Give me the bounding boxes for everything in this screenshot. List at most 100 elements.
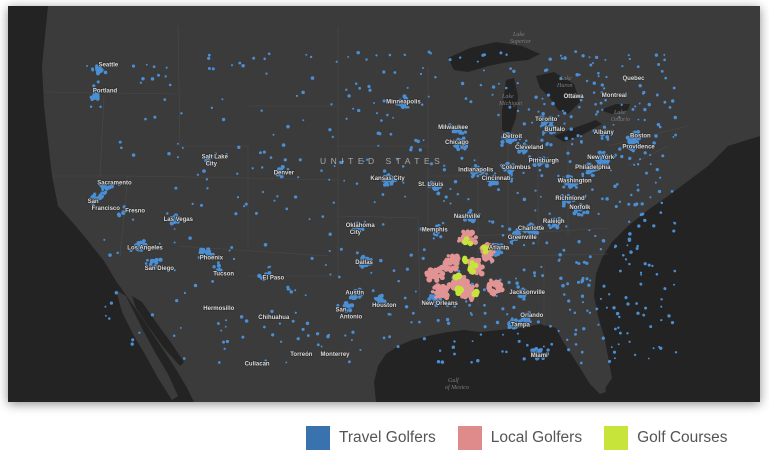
travel-dot [540,265,543,268]
travel-dot [560,193,565,199]
travel-dot [490,176,495,181]
city-label: Seattle [99,63,119,69]
travel-dot [637,224,641,228]
travel-dot [481,53,485,57]
travel-dot [422,248,426,252]
travel-dot [652,141,656,145]
travel-dot [592,62,594,64]
travel-dot [109,301,114,305]
travel-dot [586,309,589,312]
travel-dot [158,242,161,245]
local-dot [487,288,492,293]
local-dot [443,266,449,272]
travel-dot [301,327,305,331]
travel-dot [674,133,677,137]
city-label: Boston [630,134,651,140]
travel-dot [236,196,240,199]
travel-dot [460,131,465,135]
local-dot [474,283,479,288]
travel-dot [623,145,627,148]
city-label: Fresno [125,209,145,215]
travel-dot [95,94,99,98]
travel-dot [504,86,508,90]
travel-dot [515,281,519,285]
travel-dot [540,224,542,227]
travel-dot [434,186,439,191]
travel-dot [639,282,643,286]
travel-dot [517,320,522,324]
travel-dot [207,53,211,57]
legend-item-golf-courses[interactable]: Golf Courses [604,426,728,450]
travel-dot [633,133,637,137]
travel-dot [174,186,178,190]
travel-dot [566,151,570,155]
travel-dot [98,65,102,69]
travel-dot [576,212,581,217]
travel-dot [96,71,100,76]
travel-dot [156,73,161,77]
travel-dot [360,265,364,269]
golfer-map[interactable]: UNITED STATES Lake Superior Lake Huron Lake M… [8,6,760,402]
travel-dot [624,296,628,300]
travel-dot [558,258,561,261]
travel-dot [447,123,453,128]
travel-dot [524,318,527,322]
travel-dot [176,142,179,145]
water-label: Lake Huron [556,76,572,89]
travel-dot [443,164,446,167]
travel-dot [96,195,100,199]
golf-course-dots [452,236,492,298]
golf-course-dot [467,240,474,247]
travel-dot [403,296,407,300]
travel-dot [306,334,310,337]
map-frame[interactable]: UNITED STATES Lake Superior Lake Huron Lake M… [8,6,760,402]
travel-dot [129,248,133,252]
travel-dot [592,81,596,85]
legend-item-local-golfers[interactable]: Local Golfers [457,426,582,450]
travel-dot [469,208,473,213]
travel-dot [376,303,380,307]
travel-dot [600,90,604,94]
city-label: Culiacan [245,362,270,368]
travel-dot [454,139,460,144]
travel-dot [276,195,279,198]
legend-item-travel-golfers[interactable]: Travel Golfers [306,426,436,450]
travel-dot [599,154,603,158]
travel-dot [490,182,494,186]
city-label: Kansas City [370,176,405,182]
travel-dot [654,181,657,184]
florida-peninsula [556,324,606,394]
travel-dot [668,106,672,109]
travel-dot [308,218,311,221]
travel-dot [535,289,538,292]
travel-dot [345,88,348,91]
travel-dot [510,324,513,327]
travel-dot [402,181,405,184]
travel-dot [569,185,573,188]
travel-dot [294,289,297,292]
travel-dot [516,332,519,335]
travel-dot [538,162,541,166]
city-label: St. Louis [418,182,444,188]
travel-dot [501,350,504,353]
travel-dot [559,276,563,281]
travel-dot [211,67,215,71]
travel-dot [379,258,383,263]
travel-dot [534,209,537,212]
travel-dot [548,57,552,61]
travel-dot [463,130,468,134]
travel-dot [228,249,231,252]
travel-dot [320,345,323,348]
legend: Travel Golfers Local Golfers Golf Course… [306,424,750,452]
travel-dot [460,156,464,160]
travel-dot [406,86,409,89]
travel-dot [663,53,666,56]
travel-dot [436,318,440,322]
travel-dot [527,108,531,111]
travel-dot [613,357,616,360]
travel-dot [217,361,221,364]
travel-dot [168,83,172,87]
travel-dot [208,160,213,165]
travel-dot [347,94,351,98]
local-dot [436,269,441,274]
